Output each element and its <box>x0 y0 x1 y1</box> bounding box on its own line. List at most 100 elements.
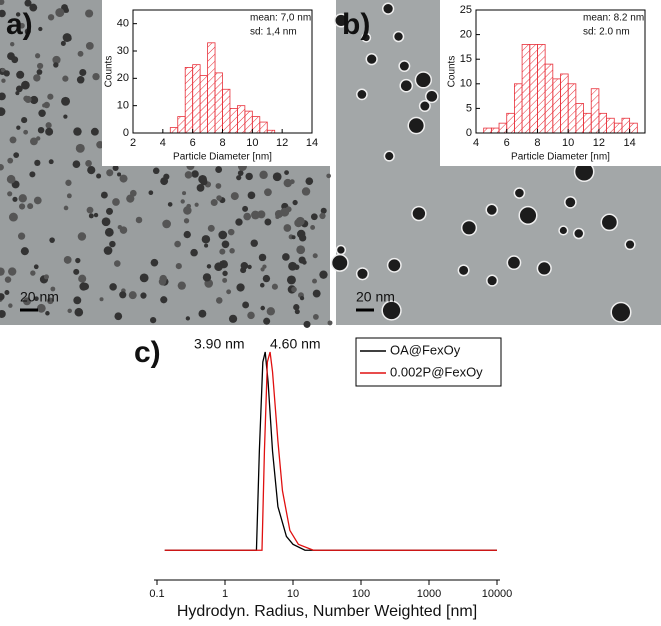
particle <box>272 172 282 182</box>
particle <box>20 247 29 256</box>
particle <box>222 277 228 283</box>
particle <box>23 95 30 102</box>
particle <box>292 199 298 206</box>
particle <box>114 260 121 267</box>
histogram-bar <box>237 105 246 134</box>
x-tick-label: 4 <box>473 137 479 149</box>
particle <box>289 179 295 185</box>
particle <box>0 92 6 101</box>
particle <box>0 68 6 73</box>
particle <box>564 195 577 209</box>
particle <box>230 192 239 201</box>
x-tick-label: 0.1 <box>149 588 164 600</box>
particle <box>183 218 190 224</box>
particle <box>73 268 80 275</box>
particle <box>245 172 253 181</box>
particle <box>242 301 250 309</box>
annotation: sd: 2.0 nm <box>583 27 630 38</box>
particle <box>21 80 30 90</box>
x-tick-label: 10 <box>287 588 299 600</box>
x-tick-label: 10 <box>562 137 574 149</box>
particle <box>291 235 296 240</box>
particle <box>600 213 619 232</box>
particle <box>182 191 187 196</box>
particle <box>13 152 20 159</box>
particle <box>109 240 116 248</box>
peak-label: 4.60 nm <box>270 336 321 352</box>
x-tick-label: 12 <box>276 137 288 149</box>
particle <box>215 297 223 304</box>
particle <box>361 32 372 43</box>
particle <box>335 244 347 256</box>
legend-box <box>355 337 502 387</box>
particle <box>36 136 41 141</box>
particle <box>299 234 307 242</box>
particle <box>191 170 199 178</box>
particle <box>61 96 71 106</box>
particle <box>42 103 47 108</box>
particle <box>251 210 260 220</box>
particle <box>75 257 81 264</box>
particle <box>23 129 29 135</box>
legend-label: 0.002P@FexOy <box>390 364 483 379</box>
particle <box>162 219 171 229</box>
particle <box>16 125 21 130</box>
particle <box>100 191 108 199</box>
particle <box>398 60 411 73</box>
particle <box>184 171 193 179</box>
particle <box>10 41 15 47</box>
particle <box>0 309 6 318</box>
particle <box>210 199 218 207</box>
series-line <box>164 351 497 551</box>
particle <box>37 62 44 70</box>
particle <box>356 88 368 101</box>
particle <box>228 314 238 323</box>
particle <box>47 297 54 305</box>
particle <box>135 216 143 224</box>
particle <box>63 114 68 119</box>
particle <box>96 173 102 179</box>
histogram-bar <box>521 44 531 134</box>
particle <box>259 282 265 288</box>
histogram-bar <box>483 127 492 134</box>
particle <box>312 253 318 259</box>
particle <box>79 68 87 77</box>
histogram-bar <box>192 64 201 134</box>
particle <box>283 224 292 232</box>
particle <box>150 258 159 267</box>
particle <box>63 205 69 211</box>
particle <box>47 93 54 100</box>
particle <box>215 183 222 189</box>
y-tick-label: 0 <box>123 127 129 139</box>
x-tick-label: 8 <box>219 137 225 149</box>
particle <box>37 126 45 134</box>
particle <box>235 218 243 226</box>
particle <box>36 69 43 75</box>
particle <box>275 214 280 219</box>
scale-bar-label: 20 nm <box>20 289 59 305</box>
particle <box>106 169 114 177</box>
histogram-bar <box>184 67 194 134</box>
particle <box>159 274 168 283</box>
particle <box>17 232 26 240</box>
particle <box>305 177 314 185</box>
y-axis-title: Counts <box>447 56 458 88</box>
histogram-bar <box>199 75 208 134</box>
particle <box>207 224 215 232</box>
x-tick-label: 12 <box>593 137 605 149</box>
x-axis-title: Particle Diameter [nm] <box>511 152 610 163</box>
particle <box>4 276 12 283</box>
particle <box>90 127 99 136</box>
particle <box>174 240 181 248</box>
particle <box>194 202 199 207</box>
particle <box>196 183 205 192</box>
particle <box>36 303 46 313</box>
particle <box>334 13 349 28</box>
particle <box>86 206 94 214</box>
particle <box>218 230 228 240</box>
particle <box>29 3 38 12</box>
particle <box>222 270 228 277</box>
particle <box>12 196 18 202</box>
particle <box>74 307 84 317</box>
